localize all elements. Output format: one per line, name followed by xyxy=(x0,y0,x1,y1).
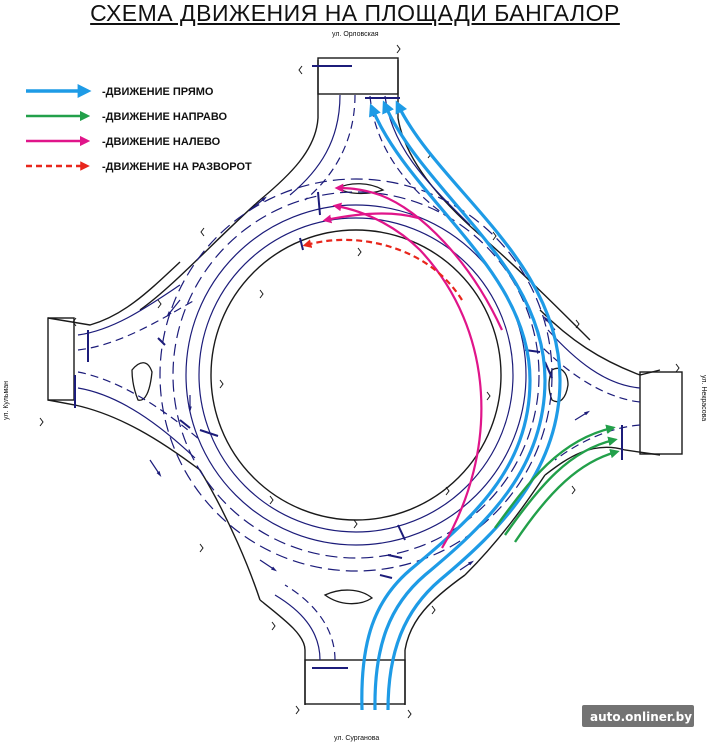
legend-item-straight: -ДВИЖЕНИЕ ПРЯМО xyxy=(26,84,214,98)
street-label-west: ул. Кульман xyxy=(3,381,10,420)
left-path-3 xyxy=(322,212,419,224)
legend-item-uturn: -ДВИЖЕНИЕ НА РАЗВОРОТ xyxy=(26,161,252,173)
page-title: СХЕМА ДВИЖЕНИЯ НА ПЛОЩАДИ БАНГАЛОР xyxy=(90,0,620,26)
left-path-1 xyxy=(332,202,483,549)
through-path-2 xyxy=(373,100,547,711)
flow-uturn xyxy=(302,238,463,301)
right-path-2 xyxy=(504,436,618,536)
central-island xyxy=(210,229,502,521)
legend-item-right: -ДВИЖЕНИЕ НАПРАВО xyxy=(26,110,228,123)
legend-label-right: -ДВИЖЕНИЕ НАПРАВО xyxy=(102,111,228,123)
legend-label-uturn: -ДВИЖЕНИЕ НА РАЗВОРОТ xyxy=(102,161,252,173)
legend-label-left: -ДВИЖЕНИЕ НАЛЕВО xyxy=(102,136,221,148)
road-outline xyxy=(47,57,683,705)
right-path-1 xyxy=(494,424,616,529)
watermark-text: auto.onliner.by xyxy=(590,710,692,724)
through-path-1 xyxy=(360,103,532,711)
through-path-3 xyxy=(386,100,562,711)
sign-glyphs xyxy=(39,44,680,719)
street-label-east: ул. Некрасова xyxy=(700,375,707,421)
flow-left xyxy=(322,183,504,549)
uturn-path xyxy=(302,238,463,301)
flow-right xyxy=(494,424,620,543)
flow-straight xyxy=(360,100,562,711)
street-label-north: ул. Орловская xyxy=(332,31,379,38)
legend-label-straight: -ДВИЖЕНИЕ ПРЯМО xyxy=(102,86,214,98)
legend: -ДВИЖЕНИЕ ПРЯМО -ДВИЖЕНИЕ НАПРАВО -ДВИЖЕ… xyxy=(26,84,252,173)
left-path-2 xyxy=(334,183,504,331)
legend-item-left: -ДВИЖЕНИЕ НАЛЕВО xyxy=(26,135,221,148)
watermark: auto.onliner.by xyxy=(582,705,694,727)
right-path-3 xyxy=(514,448,620,543)
street-label-south: ул. Сурганова xyxy=(334,735,379,742)
